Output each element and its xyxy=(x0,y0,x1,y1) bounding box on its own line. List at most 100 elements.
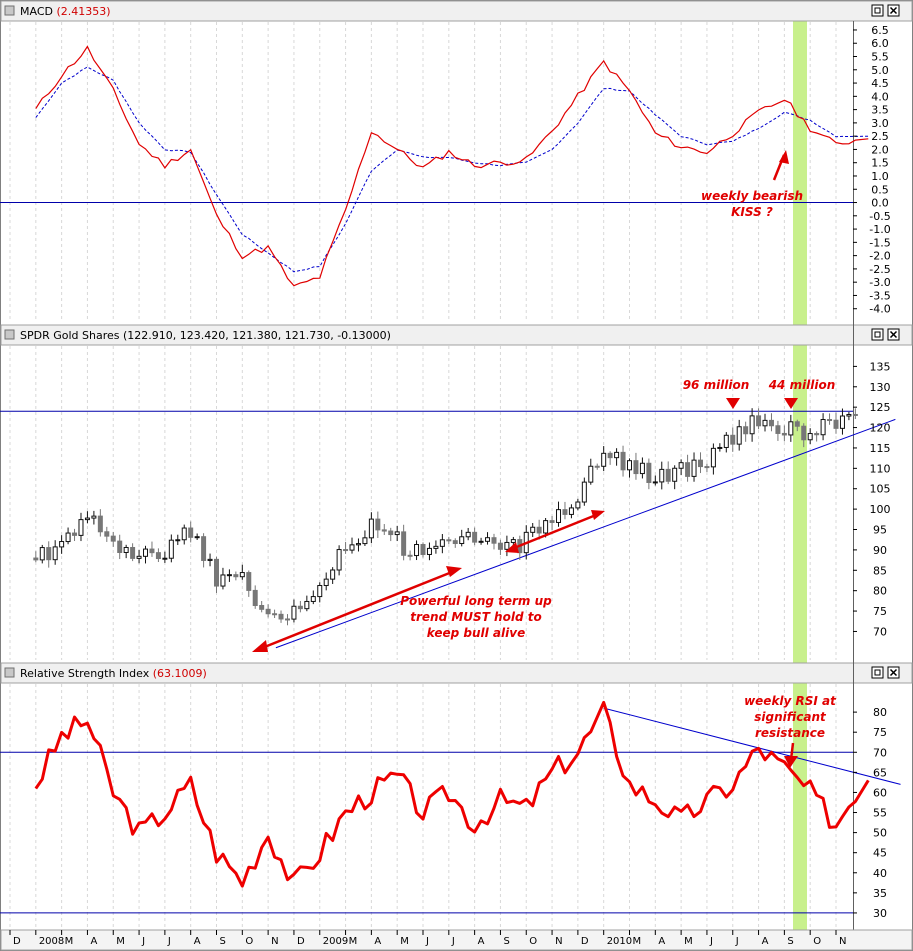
rsi-ytick-label: 40 xyxy=(873,867,887,880)
candle-body xyxy=(181,527,187,541)
candle-body xyxy=(233,574,239,578)
gridlines xyxy=(9,22,837,929)
candle-body xyxy=(65,532,71,543)
macd-ytick-label: 2.5 xyxy=(871,130,889,143)
xtick-label: J xyxy=(141,936,145,947)
arrow-icon xyxy=(726,398,740,409)
rsi-ytick-label: 45 xyxy=(873,847,887,860)
candle-body xyxy=(226,574,232,577)
xtick-label: J xyxy=(167,936,171,947)
candle-body xyxy=(678,462,684,469)
candle-body xyxy=(439,539,445,547)
arrow-icon xyxy=(591,510,605,520)
candle-body xyxy=(543,520,549,534)
price-ytick-label: 90 xyxy=(873,544,887,557)
candle-body xyxy=(78,519,84,536)
candle-body xyxy=(175,539,181,542)
panel-icon xyxy=(4,667,15,678)
price-title-bar: SPDR Gold Shares (122.910, 123.420, 121.… xyxy=(0,324,913,346)
annotation-44-million: 44 million xyxy=(768,378,835,409)
candle-body xyxy=(304,600,310,610)
rsi-ytick-label: 50 xyxy=(873,827,887,840)
candle-body xyxy=(672,467,678,482)
candle-body xyxy=(665,468,671,482)
candle-body xyxy=(833,419,839,429)
rsi-ytick-label: 30 xyxy=(873,907,887,920)
xtick-label: M xyxy=(116,936,125,947)
maximize-button[interactable] xyxy=(871,666,884,679)
annotation-text: trend MUST hold to xyxy=(410,610,541,624)
candle-body xyxy=(155,552,161,560)
candle-body xyxy=(633,460,639,475)
maximize-button[interactable] xyxy=(871,4,884,17)
macd-ytick-label: 0.0 xyxy=(871,197,889,210)
macd-ytick-label: -3.0 xyxy=(869,276,890,289)
candle-body xyxy=(284,618,290,621)
candle-body xyxy=(459,536,465,545)
xtick-label: N xyxy=(555,936,562,947)
price-ytick-label: 130 xyxy=(870,381,891,394)
rsi-ytick-label: 65 xyxy=(873,766,887,779)
close-icon xyxy=(889,6,898,15)
annotation-text: 96 million xyxy=(683,378,750,392)
xtick-label: M xyxy=(400,936,409,947)
macd-ytick-label: -0.5 xyxy=(869,210,890,223)
xtick-label: J xyxy=(735,936,739,947)
macd-ytick-label: 1.5 xyxy=(871,157,889,170)
macd-ytick-label: -2.5 xyxy=(869,263,890,276)
maximize-button[interactable] xyxy=(871,328,884,341)
xtick-label: D xyxy=(581,936,589,947)
rsi-ytick-label: 80 xyxy=(873,706,887,719)
price-ytick-label: 70 xyxy=(873,625,887,638)
candle-body xyxy=(368,518,374,539)
macd-ytick-label: 2.0 xyxy=(871,143,889,156)
candle-body xyxy=(355,543,361,546)
candle-body xyxy=(685,462,691,477)
candle-body xyxy=(730,434,736,445)
candle-body xyxy=(530,526,536,533)
xtick-label: A xyxy=(90,936,97,947)
rsi-ytick-label: 60 xyxy=(873,786,887,799)
candle-body xyxy=(214,558,219,587)
candle-body xyxy=(756,415,762,427)
candle-body xyxy=(452,540,458,545)
candle-body xyxy=(710,447,716,468)
candle-body xyxy=(465,531,471,538)
candle-body xyxy=(839,415,845,429)
candle-body xyxy=(801,425,807,441)
candle-body xyxy=(472,531,478,543)
candle-body xyxy=(39,547,45,561)
candle-body xyxy=(97,515,103,533)
candle-body xyxy=(646,462,652,483)
signal-line xyxy=(35,66,869,273)
rsi-ytick-label: 70 xyxy=(873,746,887,759)
candle-body xyxy=(52,546,58,561)
candle-body xyxy=(252,589,258,607)
rsi-ytick-label: 35 xyxy=(873,887,887,900)
candle-body xyxy=(330,569,336,580)
highlight-band xyxy=(793,20,807,930)
candle-body xyxy=(768,419,774,427)
price-ytick-label: 75 xyxy=(873,605,887,618)
candle-body xyxy=(820,419,826,436)
price-ytick-label: 120 xyxy=(870,422,891,435)
price-ytick-label: 85 xyxy=(873,564,887,577)
candle-body xyxy=(568,507,574,515)
candle-body xyxy=(117,540,123,553)
xtick-label: 2008 xyxy=(39,936,64,947)
xtick-label: A xyxy=(762,936,769,947)
candle-body xyxy=(336,549,342,571)
macd-ytick-label: 4.0 xyxy=(871,90,889,103)
candle-body xyxy=(297,605,303,610)
candle-body xyxy=(788,421,794,436)
candle-body xyxy=(620,451,626,471)
price-ytick-label: 95 xyxy=(873,524,887,537)
annotation-text: resistance xyxy=(755,726,825,740)
candle-body xyxy=(697,459,703,468)
candle-body xyxy=(201,536,207,561)
candle-body xyxy=(659,468,665,483)
macd-ytick-label: -2.0 xyxy=(869,250,890,263)
close-icon xyxy=(889,668,898,677)
